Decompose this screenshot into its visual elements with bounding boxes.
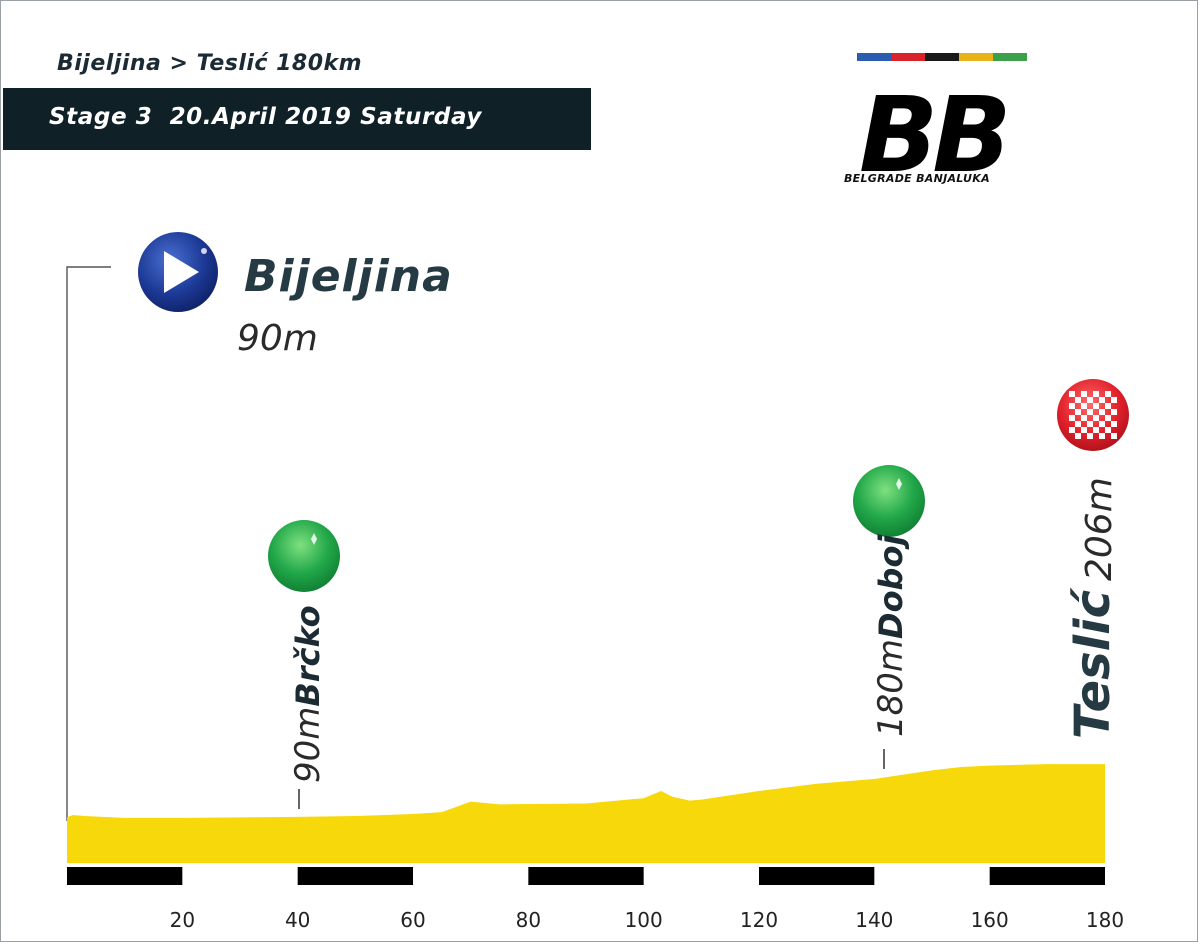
stage-date: Stage 3 20.April 2019 Saturday xyxy=(49,104,482,130)
logo-stripe xyxy=(891,53,925,61)
logo-stripe xyxy=(993,53,1027,61)
waypoint-name: Brčko xyxy=(289,605,327,707)
km-tick-label: 160 xyxy=(971,908,1009,932)
km-bar-segment xyxy=(297,867,413,885)
sprint-green-icon xyxy=(853,465,925,537)
km-bar-segment xyxy=(528,867,644,885)
km-bar-segment xyxy=(67,867,183,885)
stage-banner: Stage 3 20.April 2019 Saturday xyxy=(3,88,591,150)
logo-stripe xyxy=(857,53,891,61)
km-tick-label: 140 xyxy=(855,908,893,932)
route-title: Bijeljina > Teslić 180km xyxy=(57,51,363,76)
start-play-icon xyxy=(138,232,218,312)
sprint-green-icon xyxy=(268,520,340,592)
start-bracket-line xyxy=(66,266,111,821)
waypoint-label-doboj: 180mDoboj xyxy=(871,535,911,737)
finish-altitude: 206m xyxy=(1079,477,1120,581)
km-tick-label: 80 xyxy=(516,908,541,932)
waypoint-altitude: 90m xyxy=(288,706,328,783)
logo-caption: BELGRADE BANJALUKA xyxy=(844,172,990,185)
finish-city: Teslić xyxy=(1065,589,1121,739)
km-tick-label: 120 xyxy=(740,908,778,932)
logo-stripe xyxy=(925,53,959,61)
km-scale-bars xyxy=(67,867,1105,885)
race-logo: BB xyxy=(857,53,1027,196)
km-bar-segment xyxy=(759,867,875,885)
waypoint-altitude: 180m xyxy=(871,638,911,737)
km-tick-labels: 20 40 60 80 100 120 140 160 180 xyxy=(170,908,1124,932)
logo-letters: BB xyxy=(859,74,1006,196)
elevation-area xyxy=(67,764,1105,863)
km-tick-label: 100 xyxy=(625,908,663,932)
start-altitude: 90m xyxy=(237,318,318,359)
km-tick-label: 40 xyxy=(285,908,310,932)
waypoint-name: Doboj xyxy=(872,534,910,639)
km-tick-label: 180 xyxy=(1086,908,1124,932)
km-tick-label: 20 xyxy=(170,908,195,932)
finish-checkered-icon xyxy=(1057,379,1129,451)
start-city: Bijeljina xyxy=(244,251,453,302)
waypoint-label-brcko: 90mBrčko xyxy=(288,605,328,783)
logo-stripe xyxy=(959,53,993,61)
km-tick-label: 60 xyxy=(400,908,425,932)
km-bar-segment xyxy=(989,867,1105,885)
logo-color-stripes xyxy=(857,53,1027,61)
